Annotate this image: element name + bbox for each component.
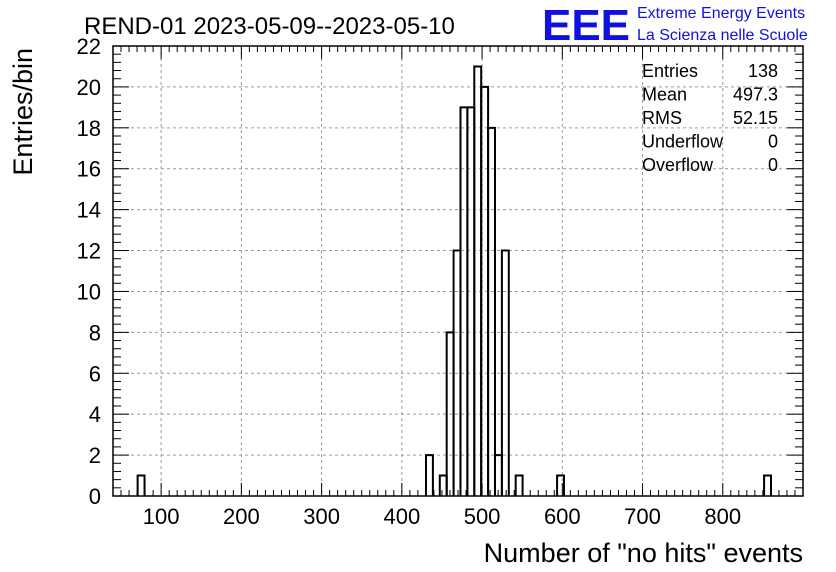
stat-value: 138 [748,61,778,81]
y-tick-label: 6 [89,361,101,386]
x-tick-label: 800 [704,504,741,529]
grid-lines [113,46,803,496]
stat-value: 0 [768,132,778,152]
histogram-bin [136,474,146,496]
histogram-bin [438,474,448,496]
y-axis-ticks: 0 2 4 6 8 10 12 14 16 18 20 22 [77,34,803,509]
y-tick-label: 18 [77,116,101,141]
y-axis-label: Entries/bin [8,48,38,176]
y-tick-label: 10 [77,279,101,304]
y-tick-label: 8 [89,320,101,345]
y-tick-label: 20 [77,75,101,100]
stat-value: 0 [768,155,778,175]
histogram-bars [136,65,772,496]
stat-value: 497.3 [733,85,778,105]
stat-label: Entries [642,61,698,81]
y-tick-label: 4 [89,402,101,427]
histogram-bin [424,454,434,496]
logo-mark: EEE [542,1,630,50]
stat-value: 52.15 [733,108,778,128]
x-axis-ticks: 100 200 300 400 500 600 700 800 [112,46,804,529]
x-tick-label: 200 [223,504,260,529]
histogram-bin [466,106,476,496]
y-tick-label: 2 [89,443,101,468]
x-axis-label: Number of "no hits" events [484,538,803,568]
stat-label: Underflow [642,132,724,152]
stat-label: RMS [642,108,682,128]
y-tick-label: 14 [77,198,101,223]
logo-line1: Extreme Energy Events [637,5,805,22]
chart-title: REND-01 2023-05-09--2023-05-10 [84,13,455,40]
stats-box: Entries 138 Mean 497.3 RMS 52.15 Underflow 0 Ove… [642,61,778,175]
x-tick-label: 400 [383,504,420,529]
x-tick-label: 600 [544,504,581,529]
y-tick-label: 16 [77,157,101,182]
x-tick-label: 500 [464,504,501,529]
x-tick-label: 300 [303,504,340,529]
y-tick-label: 12 [77,239,101,264]
stat-label: Overflow [642,155,714,175]
eee-logo: EEE Extreme Energy Events La Scienza nel… [542,1,808,50]
histogram-bin [763,474,772,496]
histogram-bin [514,474,524,496]
histogram-bin [473,65,483,496]
histogram-bin [500,249,510,496]
plot-frame [112,45,804,497]
y-tick-label: 0 [89,484,101,509]
histogram-bin [459,106,469,496]
histogram-bin [493,454,503,496]
logo-line2: La Scienza nelle Scuole [637,27,808,44]
stat-label: Mean [642,85,687,105]
histogram-bin [487,126,496,496]
x-tick-label: 100 [143,504,180,529]
histogram-bin [556,474,565,496]
x-tick-label: 700 [624,504,661,529]
y-tick-label: 22 [77,34,101,59]
